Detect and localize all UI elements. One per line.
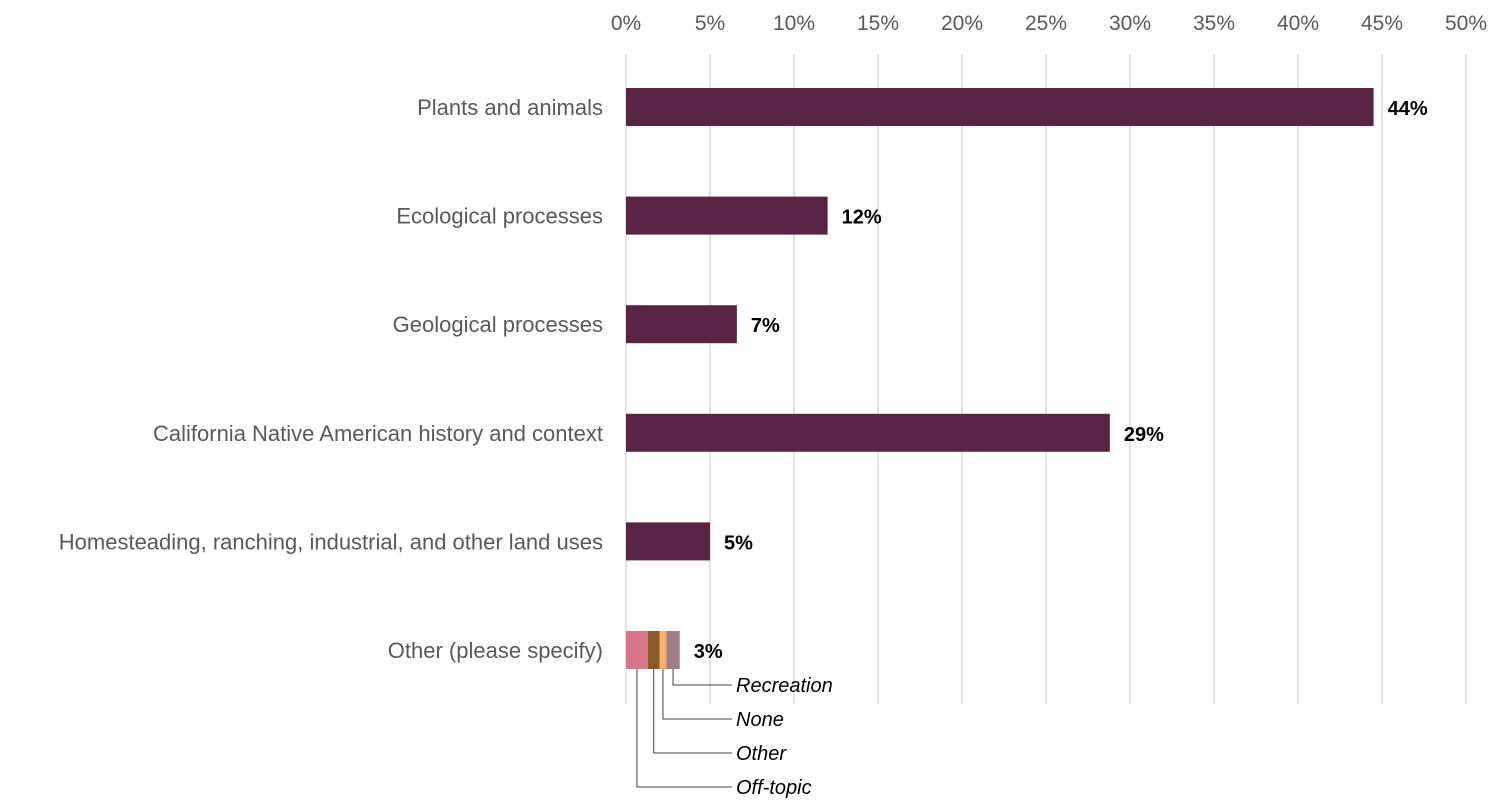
x-tick-label: 35% [1193,12,1235,35]
category-labels: Plants and animals Ecological processes Ge… [59,95,603,663]
category-label: Geological processes [393,312,603,337]
x-tick-label: 25% [1025,12,1067,35]
callout-leader-line [672,669,732,686]
bar-segment [666,631,680,669]
data-labels: 44% 12% 7% 29% 5% 3% [694,98,1428,663]
category-label: Homesteading, ranching, industrial, and … [59,529,603,554]
callout-label: Recreation [736,675,833,697]
callout-label: Off-topic [736,777,812,799]
data-label: 3% [694,641,723,663]
x-tick-label: 40% [1277,12,1319,35]
callout-label: Other [736,743,787,765]
other-breakdown-callouts: Recreation None Other Off-topic [636,669,833,799]
x-tick-label: 50% [1445,12,1487,35]
x-tick-label: 15% [857,12,899,35]
bar [626,305,737,344]
x-tick-label: 10% [773,12,815,35]
x-tick-label: 30% [1109,12,1151,35]
bar-segment [659,631,667,669]
category-label: California Native American history and c… [153,421,603,446]
x-tick-label: 0% [611,12,641,35]
x-tick-label: 5% [695,12,725,35]
callout-leader-line [653,669,732,754]
data-label: 12% [842,207,882,229]
x-axis-ticks: 0% 5% 10% 15% 20% 25% 30% 35% 40% 45% 50% [611,12,1487,35]
data-label: 29% [1124,424,1164,446]
x-tick-label: 45% [1361,12,1403,35]
gridlines [625,54,1467,704]
callout-leader-line [662,669,732,720]
data-label: 44% [1388,98,1428,120]
bar [626,522,710,561]
callout-leader-line [636,669,732,788]
x-tick-label: 20% [941,12,983,35]
callout-label: None [736,709,784,731]
data-label: 5% [724,532,753,554]
bar [626,413,1110,452]
category-label: Plants and animals [417,95,603,120]
category-label: Other (please specify) [388,638,603,663]
data-label: 7% [751,315,780,337]
bar-segment [626,631,648,669]
bar [626,196,828,235]
category-label: Ecological processes [396,204,603,229]
bar-segment [647,631,660,669]
bar [626,88,1374,126]
bars [626,88,1374,669]
